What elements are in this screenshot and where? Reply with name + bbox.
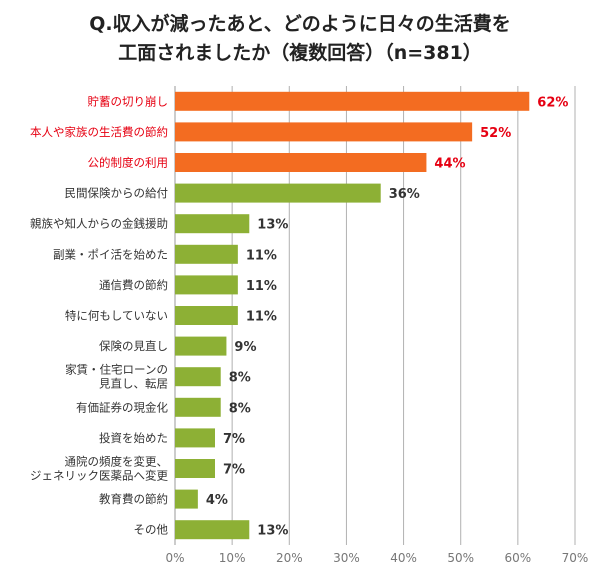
category-label: 本人や家族の生活費の節約	[30, 125, 168, 139]
data-label: 8%	[229, 401, 251, 416]
bar	[175, 183, 381, 203]
x-tick-label: 60%	[505, 551, 532, 565]
bar	[175, 306, 238, 325]
bar	[175, 275, 238, 295]
category-label: 特に何もしていない	[65, 309, 168, 323]
data-label: 7%	[223, 463, 245, 478]
data-label: 11%	[246, 248, 277, 263]
bar	[175, 367, 221, 387]
x-tick-label: 0%	[165, 551, 184, 565]
category-label: 投資を始めた	[99, 431, 168, 445]
category-label: 通信費の節約	[99, 278, 168, 292]
bar	[175, 244, 238, 264]
chart-title-line-2: 工面されましたか（複数回答）（n=381）	[118, 42, 482, 64]
data-label: 7%	[223, 432, 245, 447]
x-tick-label: 20%	[276, 551, 303, 565]
bar	[175, 489, 198, 509]
category-label: 教育費の節約	[99, 492, 168, 506]
data-label: 8%	[229, 371, 251, 386]
data-label: 36%	[389, 187, 420, 202]
chart-title-line-1: Q.収入が減ったあと、どのように日々の生活費を	[89, 13, 511, 35]
data-label: 13%	[257, 218, 288, 233]
bar	[175, 397, 221, 417]
x-tick-label: 30%	[333, 551, 360, 565]
category-label: 有価証券の現金化	[76, 400, 168, 414]
category-label: 保険の見直し	[99, 339, 168, 353]
data-label: 4%	[206, 493, 228, 508]
data-label: 52%	[480, 126, 511, 141]
category-label: その他	[134, 523, 169, 537]
category-label: 家賃・住宅ローンの見直し、転居	[65, 363, 168, 391]
bar	[175, 122, 473, 142]
x-tick-label: 70%	[562, 551, 589, 565]
category-label: 公的制度の利用	[88, 156, 169, 170]
chart-title: Q.収入が減ったあと、どのように日々の生活費を 工面されましたか（複数回答）（n…	[0, 10, 600, 68]
bar	[175, 520, 250, 540]
bar	[175, 153, 427, 172]
bar	[175, 428, 215, 448]
bar	[175, 459, 215, 478]
category-label: 副業・ポイ活を始めた	[53, 247, 168, 261]
category-label: 通院の頻度を変更、ジェネリック医薬品へ変更	[30, 455, 168, 483]
x-tick-label: 10%	[219, 551, 246, 565]
bar	[175, 214, 250, 234]
category-label: 親族や知人からの金銭援助	[30, 217, 168, 231]
data-label: 44%	[434, 157, 465, 172]
data-label: 9%	[234, 340, 256, 355]
data-label: 62%	[537, 95, 568, 110]
x-tick-label: 40%	[390, 551, 417, 565]
x-tick-label: 50%	[447, 551, 474, 565]
category-label: 民間保険からの給付	[65, 186, 169, 200]
bar	[175, 91, 530, 111]
data-label: 13%	[257, 524, 288, 539]
data-label: 11%	[246, 279, 277, 294]
category-label: 貯蓄の切り崩し	[88, 94, 169, 108]
data-label: 11%	[246, 310, 277, 325]
bar	[175, 336, 227, 356]
